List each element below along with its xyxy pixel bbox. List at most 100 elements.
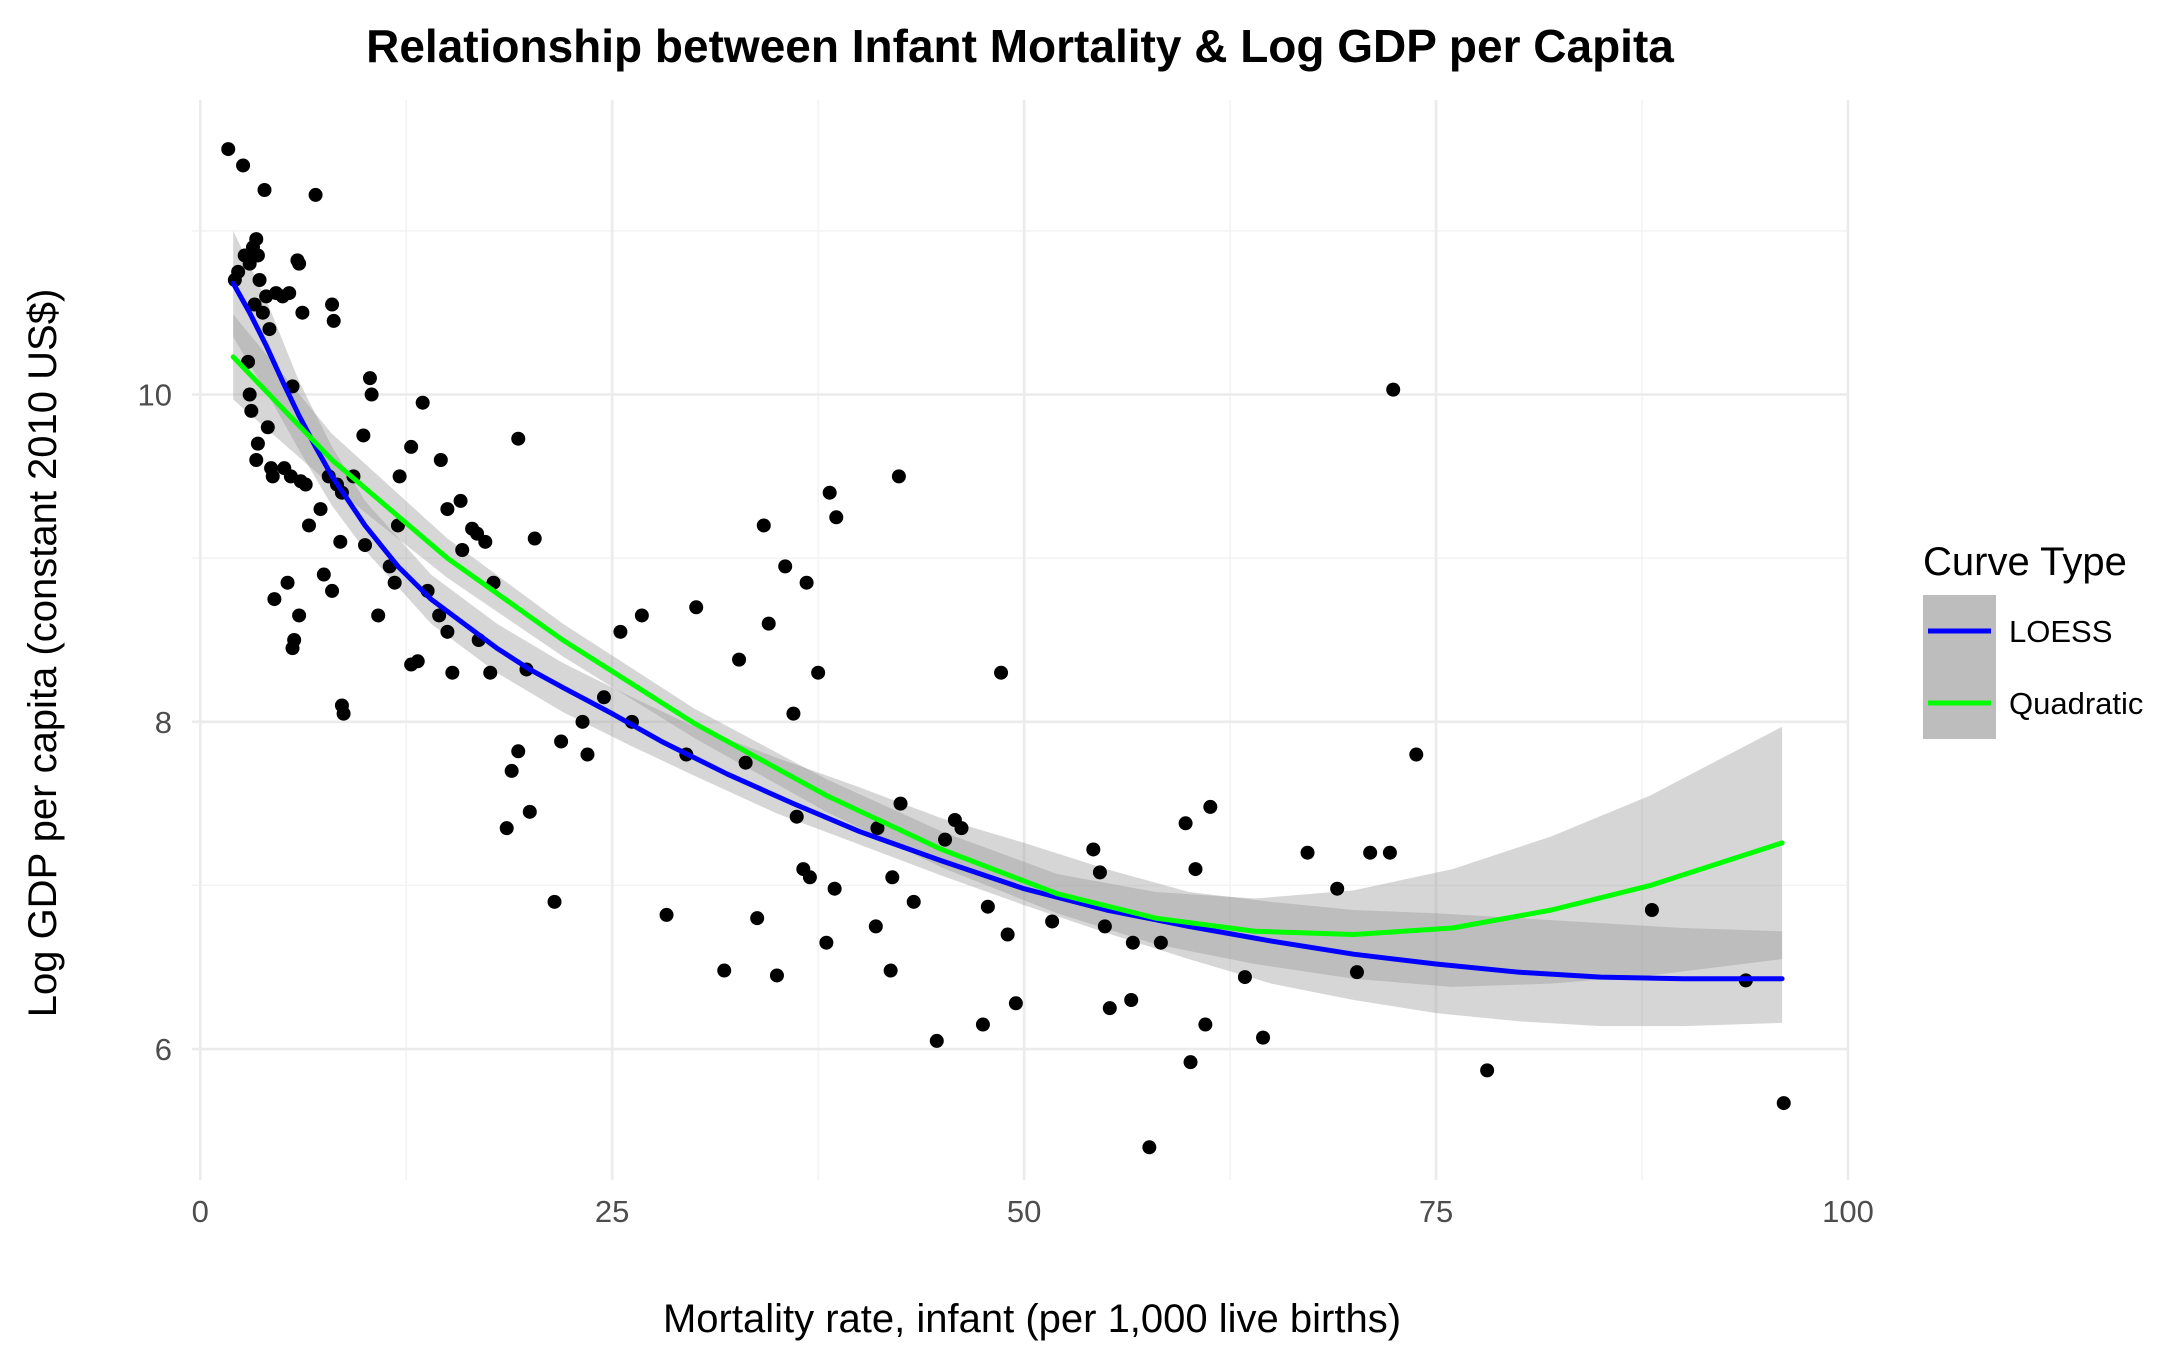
data-point (522, 804, 537, 819)
data-point (778, 559, 793, 574)
data-point (789, 809, 804, 824)
confidence-bands (233, 230, 1783, 1027)
data-point (1188, 862, 1203, 877)
data-point (313, 502, 328, 517)
data-point (295, 305, 310, 320)
data-point (325, 297, 340, 312)
data-point (511, 431, 526, 446)
data-point (260, 420, 275, 435)
data-point (1776, 1096, 1791, 1111)
data-point (244, 403, 259, 418)
fitted-curves (230, 280, 1785, 982)
data-point (1237, 970, 1252, 985)
data-point (326, 313, 341, 328)
data-point (242, 387, 257, 402)
data-point (267, 592, 282, 607)
data-point (811, 665, 826, 680)
data-point (980, 899, 995, 914)
x-tick-label: 75 (1419, 1194, 1453, 1229)
data-point (250, 248, 265, 263)
data-point (891, 469, 906, 484)
data-point (257, 183, 272, 197)
data-point (802, 870, 817, 885)
data-point (511, 744, 526, 759)
data-point (445, 665, 460, 680)
loess-confidence-band (233, 230, 1783, 1027)
data-point (1203, 799, 1218, 814)
y-tick-label: 6 (155, 1032, 172, 1067)
data-point (298, 477, 313, 492)
data-point (404, 439, 419, 454)
data-point (252, 273, 267, 287)
y-tick-label: 8 (155, 705, 172, 740)
data-point (333, 534, 348, 549)
data-point (249, 453, 264, 467)
data-point (301, 518, 316, 533)
x-tick-label: 50 (1007, 1194, 1041, 1229)
y-tick-labels: 6 8 10 (138, 378, 172, 1068)
data-point (433, 453, 448, 467)
data-point (554, 734, 569, 749)
data-point (483, 665, 498, 680)
data-point (613, 624, 628, 639)
data-point (1386, 382, 1401, 397)
data-point (870, 821, 885, 836)
x-axis-title: Mortality rate, infant (per 1,000 live b… (663, 1297, 1401, 1341)
data-point (1349, 965, 1364, 980)
data-point (885, 870, 900, 885)
data-point (1153, 935, 1168, 950)
y-axis-title: Log GDP per capita (constant 2010 US$) (21, 289, 65, 1018)
data-point (786, 706, 801, 721)
x-tick-label: 25 (595, 1194, 629, 1229)
data-point (906, 894, 921, 909)
data-point (547, 894, 562, 909)
data-point (634, 608, 649, 623)
data-point (893, 796, 908, 811)
data-point (440, 502, 455, 517)
legend-title: Curve Type (1923, 540, 2127, 584)
data-point (262, 322, 277, 337)
data-point (1330, 881, 1345, 896)
x-tick-label: 100 (1822, 1194, 1874, 1229)
data-point (1045, 914, 1060, 929)
x-tick-label: 0 (192, 1194, 209, 1229)
data-point (1178, 816, 1193, 831)
y-tick-label: 10 (138, 378, 172, 413)
data-point (478, 534, 493, 549)
data-point (415, 395, 430, 410)
data-point (575, 714, 590, 729)
data-point (596, 690, 611, 705)
data-point (1000, 927, 1015, 942)
data-point (362, 371, 377, 386)
data-point (1644, 903, 1659, 917)
data-point (929, 1033, 944, 1048)
data-point (954, 821, 969, 836)
data-point (265, 469, 280, 484)
data-point (364, 387, 379, 402)
data-point (822, 485, 837, 500)
data-point (287, 633, 302, 647)
data-point (387, 575, 402, 590)
quadratic-confidence-band (233, 314, 1783, 987)
data-point (738, 755, 753, 770)
data-point (292, 608, 307, 623)
data-point (1008, 996, 1023, 1011)
data-point (282, 286, 297, 301)
data-point (1125, 935, 1140, 950)
data-point (440, 624, 455, 639)
data-point (994, 665, 1009, 680)
quadratic-curve (230, 354, 1785, 938)
data-point (465, 521, 480, 536)
legend-label-quadratic: Quadratic (2009, 686, 2143, 721)
data-point (1198, 1017, 1213, 1032)
data-point (392, 469, 407, 484)
data-point (1097, 919, 1112, 934)
data-point (732, 652, 747, 667)
data-point (308, 187, 323, 202)
data-point (829, 510, 844, 525)
data-point (827, 881, 842, 896)
data-point (325, 583, 340, 598)
data-point (1092, 865, 1107, 880)
data-point (255, 305, 270, 320)
data-point (249, 232, 264, 247)
